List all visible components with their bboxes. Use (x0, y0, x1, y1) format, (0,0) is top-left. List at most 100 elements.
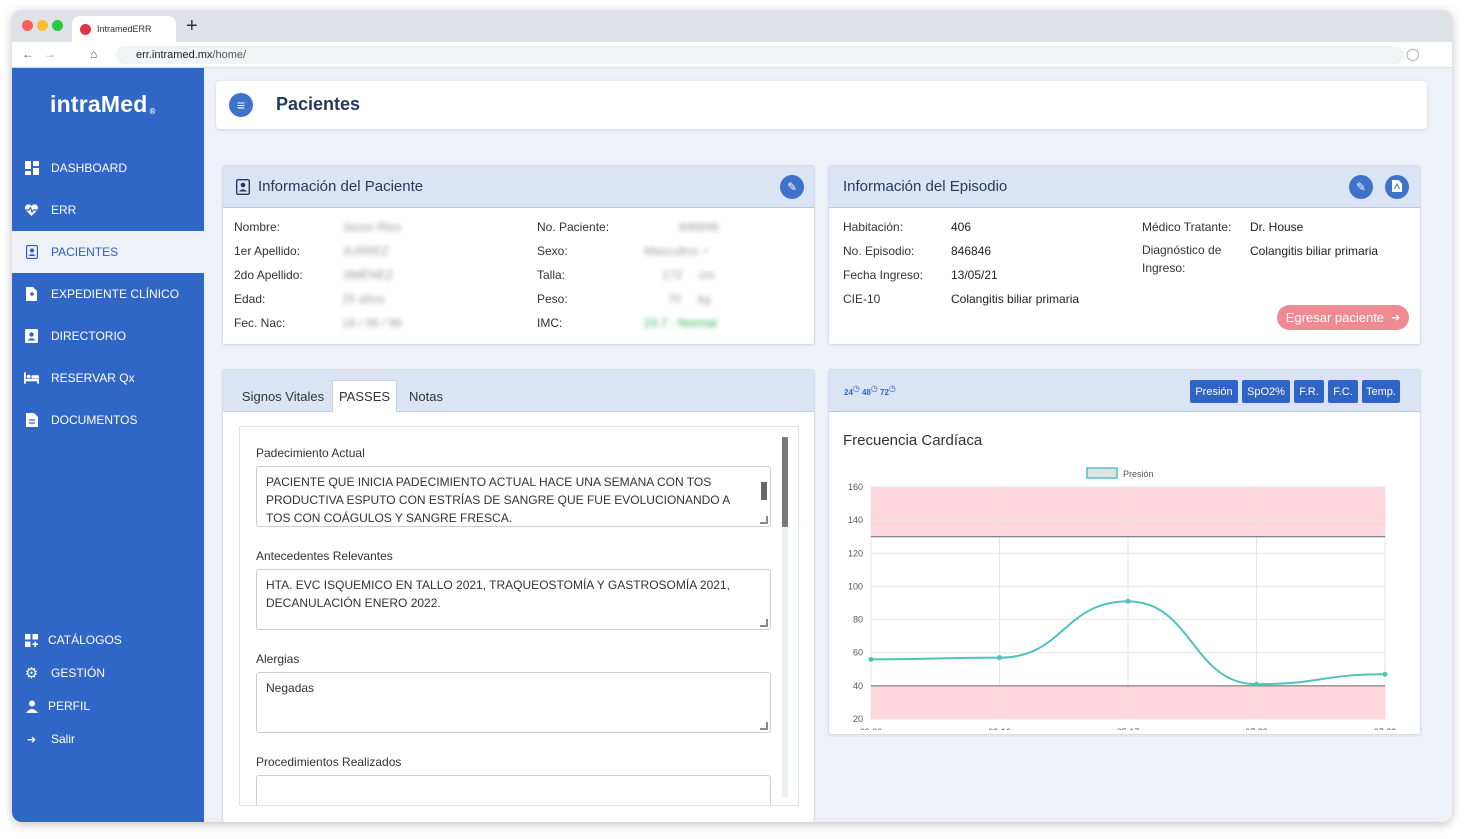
patient-field-label: Talla: (537, 268, 566, 282)
pencil-icon: ✎ (1355, 180, 1367, 194)
bed-icon (24, 371, 39, 386)
alergias-textarea[interactable]: Negadas (256, 672, 771, 733)
home-icon[interactable]: ⌂ (90, 47, 98, 61)
directory-icon (24, 329, 39, 344)
chart-title: Frecuencia Cardíaca (843, 432, 983, 449)
patient-info-header: Información del Paciente ✎ (223, 166, 814, 208)
new-tab-button[interactable]: + (186, 15, 198, 37)
browser-tab[interactable]: IntramedERR (72, 16, 176, 42)
patient-field-value: JIMÉNEZ (342, 268, 394, 282)
browser-window: IntramedERR + ← → ⌂ err.intramed.mx/home… (12, 10, 1452, 822)
clock-24-button[interactable]: 24◷ (844, 384, 860, 397)
close-window-button[interactable] (22, 20, 33, 31)
forward-arrow-icon[interactable]: → (44, 47, 56, 61)
episode-field-value: Colangitis biliar primaria (951, 292, 1080, 306)
app-logo[interactable]: intraMed ® (50, 91, 156, 118)
padecimiento-textarea[interactable]: PACIENTE QUE INICIA PADECIMIENTO ACTUAL … (256, 466, 771, 527)
y-tick-label: 100 (848, 581, 863, 591)
clock-48-button[interactable]: 48◷ (862, 384, 878, 397)
section-label: Padecimiento Actual (256, 446, 365, 460)
patient-field-label: IMC: (537, 316, 563, 330)
episode-field-label: Habitación: (843, 220, 904, 234)
resize-handle[interactable] (760, 722, 768, 730)
episode-field-value: 406 (951, 220, 972, 234)
episode-field-label: No. Episodio: (843, 244, 915, 258)
profile-icon[interactable]: ◯ (1406, 47, 1420, 61)
browser-tabbar: IntramedERR + (12, 10, 1452, 42)
edit-patient-button[interactable]: ✎ (780, 175, 804, 199)
y-tick-label: 120 (848, 548, 863, 558)
patient-field-value: 23.7 - Normal (644, 316, 717, 330)
form-scrollbar-thumb[interactable] (782, 437, 788, 527)
sidebar-item-dashboard[interactable]: DASHBOARD (12, 147, 204, 189)
episode-field-value: 13/05/21 (951, 268, 998, 282)
textarea-scrollbar[interactable] (761, 482, 767, 500)
episode-info-card: Información del Episodio ✎ Habitación: 4… (828, 165, 1421, 345)
textarea-text: Negadas (266, 681, 315, 695)
egresar-paciente-button[interactable]: Egresar paciente ➜ (1277, 305, 1409, 330)
sidebar-item-gestion[interactable]: ⚙ GESTIÓN (12, 657, 204, 689)
sidebar-item-perfil[interactable]: PERFIL (12, 690, 204, 722)
fc-button[interactable]: F.C. (1328, 380, 1358, 403)
patient-info-card: Información del Paciente ✎ Nombre: Jason… (222, 165, 815, 345)
chart-toolbar: 24◷ 48◷ 72◷ Presión SpO2% F.R. F.C. Temp… (829, 370, 1420, 412)
sidebar-item-reservar[interactable]: RESERVAR Qx (12, 357, 204, 399)
medico-value: Dr. House (1250, 220, 1304, 234)
y-tick-label: 60 (853, 648, 863, 658)
fr-button[interactable]: F.R. (1294, 380, 1324, 403)
clock-72-button[interactable]: 72◷ (880, 384, 896, 397)
notes-panel: Signos Vitales PASSES Notas Padecimiento… (222, 369, 815, 822)
patient-field-label: No. Paciente: (537, 220, 610, 234)
minimize-window-button[interactable] (37, 20, 48, 31)
spo2-button[interactable]: SpO2% (1242, 380, 1290, 403)
sidebar-item-salir[interactable]: ➜ Salir (12, 723, 204, 755)
sidebar-item-expediente[interactable]: EXPEDIENTE CLÍNICO (12, 273, 204, 315)
patient-field-value: 172 cm (662, 268, 715, 282)
section-label: Alergias (256, 652, 300, 666)
url-host: err.intramed.mx (136, 49, 213, 61)
edit-episode-button[interactable]: ✎ (1349, 175, 1373, 199)
procedimientos-textarea[interactable] (256, 775, 771, 805)
passes-form: Padecimiento Actual PACIENTE QUE INICIA … (239, 426, 799, 806)
resize-handle[interactable] (760, 619, 768, 627)
page-header: ≡ Pacientes (216, 81, 1427, 129)
tab-signos-vitales[interactable]: Signos Vitales (241, 388, 325, 404)
data-point (997, 655, 1002, 661)
menu-toggle-button[interactable]: ≡ (229, 93, 253, 117)
sidebar-item-label: PACIENTES (51, 245, 119, 259)
episode-field-label: Fecha Ingreso: (843, 268, 924, 282)
resize-handle[interactable] (760, 516, 768, 524)
textarea-text: PACIENTE QUE INICIA PADECIMIENTO ACTUAL … (266, 475, 730, 525)
user-icon (24, 699, 39, 714)
clock-72-label: 72 (880, 388, 889, 397)
pdf-document-button[interactable] (1385, 175, 1409, 199)
clock-24-label: 24 (844, 388, 853, 397)
maximize-window-button[interactable] (52, 20, 63, 31)
form-scrollbar[interactable] (782, 437, 788, 797)
sidebar-item-pacientes[interactable]: PACIENTES (12, 231, 204, 273)
data-point (868, 656, 874, 662)
y-tick-label: 80 (853, 615, 863, 625)
temp-button[interactable]: Temp. (1362, 380, 1400, 403)
sidebar-item-directorio[interactable]: DIRECTORIO (12, 315, 204, 357)
browser-addressbar: ← → ⌂ err.intramed.mx/home/ ◯ (12, 42, 1452, 68)
pdf-file-icon (1392, 179, 1402, 195)
y-tick-label: 140 (848, 515, 863, 525)
tab-notas[interactable]: Notas (409, 388, 443, 404)
back-arrow-icon[interactable]: ← (22, 47, 34, 61)
antecedentes-textarea[interactable]: HTA. EVC ISQUEMICO EN TALLO 2021, TRAQUE… (256, 569, 771, 630)
document-icon (24, 413, 39, 428)
presion-button[interactable]: Presión (1190, 380, 1238, 403)
section-label: Procedimientos Realizados (256, 755, 402, 769)
catalog-icon (24, 633, 39, 648)
heartbeat-icon (24, 203, 39, 218)
episode-field-value: 846846 (951, 244, 992, 258)
data-point (1125, 598, 1131, 604)
pencil-icon: ✎ (786, 180, 798, 194)
sidebar-item-catalogos[interactable]: CATÁLOGOS (12, 624, 204, 656)
tab-passes[interactable]: PASSES (332, 380, 397, 412)
sidebar-item-documentos[interactable]: DOCUMENTOS (12, 399, 204, 441)
diagnostico-label: Diagnóstico de Ingreso: (1142, 243, 1222, 275)
sidebar-item-err[interactable]: ERR (12, 189, 204, 231)
url-field[interactable]: err.intramed.mx/home/ (116, 46, 1404, 64)
